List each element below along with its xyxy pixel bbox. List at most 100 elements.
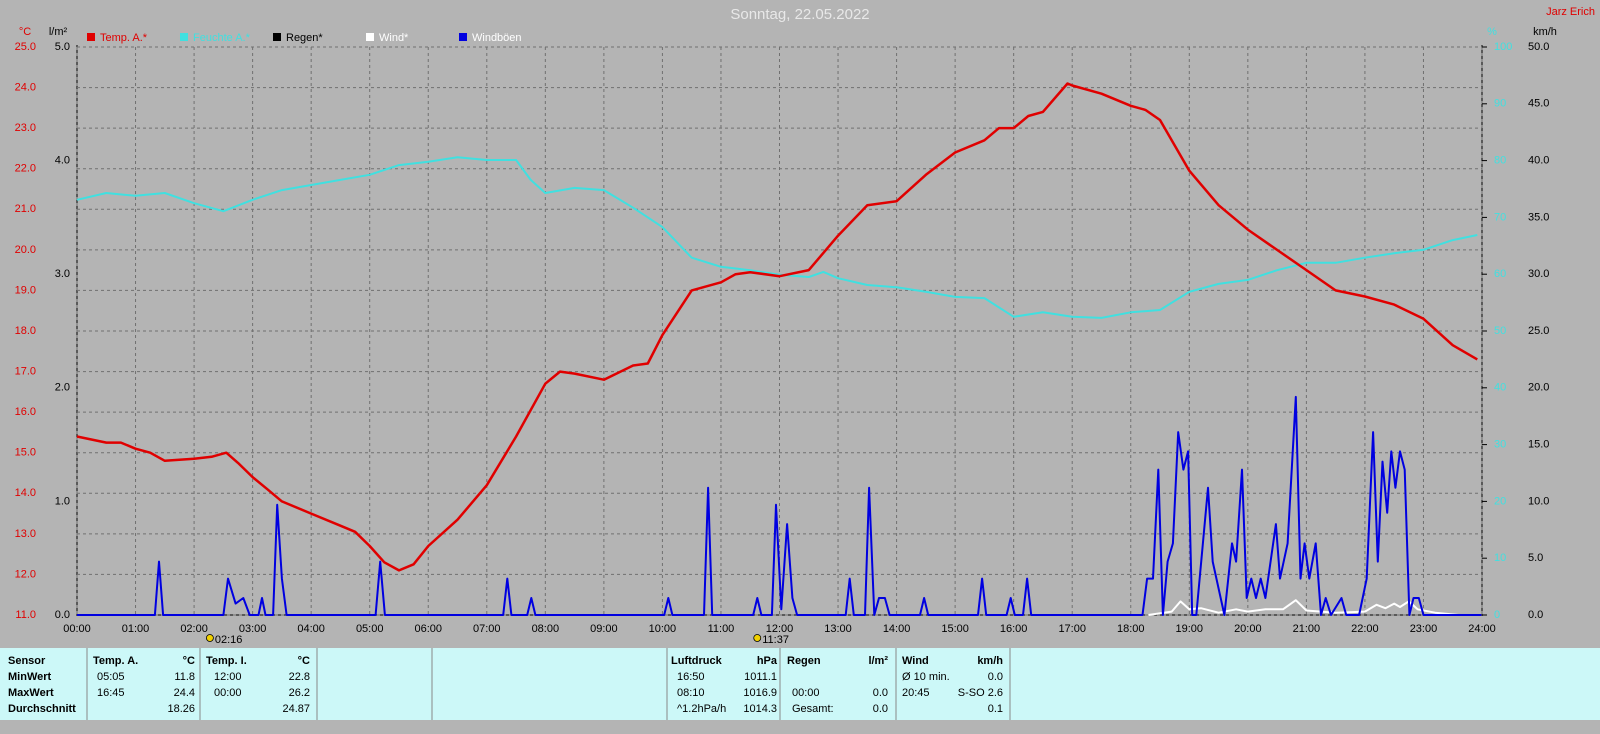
y-tick-label: 25.0 bbox=[15, 41, 36, 53]
x-tick-label: 20:00 bbox=[1234, 623, 1262, 635]
y-tick-label: 40.0 bbox=[1528, 155, 1549, 167]
row-label: MinWert bbox=[8, 671, 52, 683]
cell-value: 22.8 bbox=[289, 671, 310, 683]
x-tick-label: 21:00 bbox=[1293, 623, 1321, 635]
x-tick-label: 01:00 bbox=[122, 623, 150, 635]
cell-time: 05:05 bbox=[97, 671, 125, 683]
x-tick-label: 00:00 bbox=[63, 623, 91, 635]
chart-title: Sonntag, 22.05.2022 bbox=[730, 6, 869, 23]
y-tick-label: 20 bbox=[1494, 495, 1506, 507]
y-tick-label: 100 bbox=[1494, 41, 1512, 53]
row-label: MaxWert bbox=[8, 687, 54, 699]
column-header: Temp. I. bbox=[206, 655, 247, 667]
y-tick-label: 35.0 bbox=[1528, 211, 1549, 223]
x-tick-label: 15:00 bbox=[941, 623, 969, 635]
x-tick-label: 11:00 bbox=[708, 623, 735, 635]
cell-value: 18.26 bbox=[167, 703, 195, 715]
column-unit: hPa bbox=[757, 655, 778, 667]
chart: Sonntag, 22.05.2022 Jarz Erich °C l/m² %… bbox=[15, 6, 1595, 646]
y-tick-label: 11.0 bbox=[15, 609, 36, 621]
cell-value: 0.0 bbox=[873, 703, 888, 715]
cell-time: 20:45 bbox=[902, 687, 930, 699]
y-tick-label: 17.0 bbox=[15, 365, 36, 377]
annotation-label: 02:16 bbox=[215, 634, 243, 646]
column-header: Regen bbox=[787, 655, 821, 667]
cell-time: Ø 10 min. bbox=[902, 671, 950, 683]
cell-value: 24.4 bbox=[174, 687, 195, 699]
y-tick-label: 30.0 bbox=[1528, 268, 1549, 280]
column-unit: °C bbox=[183, 655, 195, 667]
x-tick-label: 18:00 bbox=[1117, 623, 1145, 635]
x-tick-label: 24:00 bbox=[1468, 623, 1496, 635]
line-series bbox=[76, 156, 1478, 319]
legend-label: Windböen bbox=[472, 32, 522, 44]
x-tick-label: 07:00 bbox=[473, 623, 501, 635]
x-tick-label: 02:00 bbox=[180, 623, 208, 635]
x-tick-label: 19:00 bbox=[1176, 623, 1204, 635]
legend-label: Feuchte A.* bbox=[193, 32, 251, 44]
y-tick-label: 50 bbox=[1494, 325, 1506, 337]
column-header: Luftdruck bbox=[671, 655, 723, 667]
y-tick-label: 80 bbox=[1494, 155, 1506, 167]
y-tick-label: 18.0 bbox=[15, 325, 36, 337]
y-tick-label: 23.0 bbox=[15, 122, 36, 134]
y-tick-label: 15.0 bbox=[1528, 439, 1549, 451]
legend-label: Temp. A.* bbox=[100, 32, 148, 44]
y-tick-label: 21.0 bbox=[15, 203, 36, 215]
x-tick-label: 16:00 bbox=[1000, 623, 1028, 635]
y-tick-label: 90 bbox=[1494, 98, 1506, 110]
y-tick-label: 45.0 bbox=[1528, 98, 1549, 110]
cell-time: 00:00 bbox=[214, 687, 242, 699]
y-tick-label: 14.0 bbox=[15, 487, 36, 499]
y-tick-label: 20.0 bbox=[15, 244, 36, 256]
y-tick-label: 3.0 bbox=[55, 268, 70, 280]
legend-swatch bbox=[459, 33, 467, 41]
y-tick-label: 4.0 bbox=[55, 155, 70, 167]
rain-axis-unit: l/m² bbox=[49, 26, 68, 38]
x-tick-label: 10:00 bbox=[649, 623, 677, 635]
row-label: Durchschnitt bbox=[8, 703, 76, 715]
y-tick-label: 20.0 bbox=[1528, 382, 1549, 394]
y-tick-label: 15.0 bbox=[15, 447, 36, 459]
humidity-axis-unit: % bbox=[1487, 26, 1497, 38]
cell-value: 0.1 bbox=[988, 703, 1003, 715]
statistics-table: Sensor MinWert MaxWert Durchschnitt Temp. A.… bbox=[0, 648, 1600, 720]
column-unit: °C bbox=[298, 655, 310, 667]
cell-value: 24.87 bbox=[282, 703, 310, 715]
y-tick-label: 12.0 bbox=[15, 568, 36, 580]
x-tick-label: 04:00 bbox=[297, 623, 325, 635]
cell-value: 11.8 bbox=[174, 671, 195, 683]
cell-time: 00:00 bbox=[792, 687, 820, 699]
x-tick-label: 22:00 bbox=[1351, 623, 1379, 635]
y-tick-label: 5.0 bbox=[1528, 552, 1543, 564]
x-tick-label: 12:00 bbox=[766, 623, 794, 635]
legend-swatch bbox=[180, 33, 188, 41]
column-header: Wind bbox=[902, 655, 929, 667]
cell-value: 0.0 bbox=[873, 687, 888, 699]
y-tick-label: 13.0 bbox=[15, 528, 36, 540]
y-tick-label: 2.0 bbox=[55, 382, 70, 394]
y-tick-label: 5.0 bbox=[55, 41, 70, 53]
cell-value: 0.0 bbox=[988, 671, 1003, 683]
sun-marker bbox=[753, 634, 762, 642]
cell-time: 08:10 bbox=[677, 687, 705, 699]
y-tick-label: 16.0 bbox=[15, 406, 36, 418]
x-tick-label: 09:00 bbox=[590, 623, 618, 635]
table-grid: Sensor MinWert MaxWert Durchschnitt Temp. A.… bbox=[8, 648, 1011, 720]
legend-label: Wind* bbox=[379, 32, 409, 44]
cell-time: 12:00 bbox=[214, 671, 242, 683]
y-tick-label: 30 bbox=[1494, 439, 1506, 451]
y-tick-label: 22.0 bbox=[15, 163, 36, 175]
cell-value: 1016.9 bbox=[743, 687, 777, 699]
legend-swatch bbox=[87, 33, 95, 41]
x-tick-label: 14:00 bbox=[883, 623, 911, 635]
cell-value: 1011.1 bbox=[744, 671, 777, 683]
row-label: Sensor bbox=[8, 655, 46, 667]
y-tick-label: 24.0 bbox=[15, 81, 36, 93]
line-series bbox=[76, 82, 1478, 572]
legend-label: Regen* bbox=[286, 32, 323, 44]
cell-value: S-SO 2.6 bbox=[958, 687, 1003, 699]
annotation-label: 11:37 bbox=[762, 634, 789, 646]
column-unit: km/h bbox=[977, 655, 1003, 667]
